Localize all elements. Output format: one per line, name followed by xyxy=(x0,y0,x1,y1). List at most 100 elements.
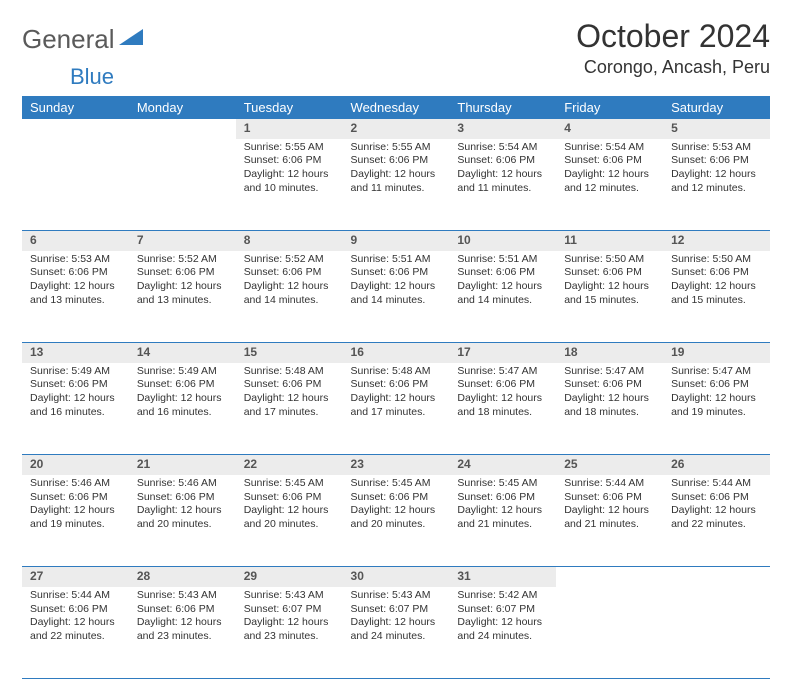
day-number-cell: 9 xyxy=(343,231,450,251)
day-content-cell: Sunrise: 5:52 AMSunset: 6:06 PMDaylight:… xyxy=(236,251,343,343)
day-content-cell: Sunrise: 5:53 AMSunset: 6:06 PMDaylight:… xyxy=(663,139,770,231)
day-details: Sunrise: 5:55 AMSunset: 6:06 PMDaylight:… xyxy=(343,139,450,200)
day-number-cell xyxy=(663,567,770,587)
daylight-line: Daylight: 12 hours and 11 minutes. xyxy=(457,168,548,195)
sunrise-line: Sunrise: 5:48 AM xyxy=(351,365,442,379)
day-details: Sunrise: 5:52 AMSunset: 6:06 PMDaylight:… xyxy=(129,251,236,312)
day-details: Sunrise: 5:53 AMSunset: 6:06 PMDaylight:… xyxy=(22,251,129,312)
day-details: Sunrise: 5:54 AMSunset: 6:06 PMDaylight:… xyxy=(556,139,663,200)
day-number-cell: 17 xyxy=(449,343,556,363)
day-content-cell: Sunrise: 5:54 AMSunset: 6:06 PMDaylight:… xyxy=(556,139,663,231)
day-content-cell: Sunrise: 5:44 AMSunset: 6:06 PMDaylight:… xyxy=(556,475,663,567)
daylight-line: Daylight: 12 hours and 10 minutes. xyxy=(244,168,335,195)
sunrise-line: Sunrise: 5:45 AM xyxy=(457,477,548,491)
day-number-row: 13141516171819 xyxy=(22,343,770,363)
weekday-header: Friday xyxy=(556,96,663,119)
day-details: Sunrise: 5:45 AMSunset: 6:06 PMDaylight:… xyxy=(449,475,556,536)
day-number-row: 20212223242526 xyxy=(22,455,770,475)
sunrise-line: Sunrise: 5:51 AM xyxy=(351,253,442,267)
day-content-cell xyxy=(129,139,236,231)
sunrise-line: Sunrise: 5:48 AM xyxy=(244,365,335,379)
sunset-line: Sunset: 6:06 PM xyxy=(671,491,762,505)
sunrise-line: Sunrise: 5:42 AM xyxy=(457,589,548,603)
daylight-line: Daylight: 12 hours and 14 minutes. xyxy=(244,280,335,307)
month-title: October 2024 xyxy=(576,18,770,55)
day-content-cell: Sunrise: 5:49 AMSunset: 6:06 PMDaylight:… xyxy=(22,363,129,455)
sunset-line: Sunset: 6:06 PM xyxy=(351,266,442,280)
day-details: Sunrise: 5:55 AMSunset: 6:06 PMDaylight:… xyxy=(236,139,343,200)
daylight-line: Daylight: 12 hours and 12 minutes. xyxy=(671,168,762,195)
day-number-cell: 20 xyxy=(22,455,129,475)
daylight-line: Daylight: 12 hours and 18 minutes. xyxy=(564,392,655,419)
day-details: Sunrise: 5:47 AMSunset: 6:06 PMDaylight:… xyxy=(449,363,556,424)
daylight-line: Daylight: 12 hours and 16 minutes. xyxy=(137,392,228,419)
day-number-cell: 16 xyxy=(343,343,450,363)
day-details: Sunrise: 5:51 AMSunset: 6:06 PMDaylight:… xyxy=(449,251,556,312)
day-details: Sunrise: 5:50 AMSunset: 6:06 PMDaylight:… xyxy=(663,251,770,312)
day-number-cell xyxy=(22,119,129,139)
calendar-body: 12345Sunrise: 5:55 AMSunset: 6:06 PMDayl… xyxy=(22,119,770,679)
day-number-cell: 26 xyxy=(663,455,770,475)
day-number-cell: 5 xyxy=(663,119,770,139)
day-number-cell: 23 xyxy=(343,455,450,475)
day-content-cell: Sunrise: 5:46 AMSunset: 6:06 PMDaylight:… xyxy=(22,475,129,567)
day-content-row: Sunrise: 5:49 AMSunset: 6:06 PMDaylight:… xyxy=(22,363,770,455)
daylight-line: Daylight: 12 hours and 23 minutes. xyxy=(244,616,335,643)
sunset-line: Sunset: 6:07 PM xyxy=(244,603,335,617)
sunset-line: Sunset: 6:07 PM xyxy=(351,603,442,617)
sunset-line: Sunset: 6:06 PM xyxy=(351,491,442,505)
daylight-line: Daylight: 12 hours and 11 minutes. xyxy=(351,168,442,195)
day-number-cell: 6 xyxy=(22,231,129,251)
daylight-line: Daylight: 12 hours and 20 minutes. xyxy=(137,504,228,531)
logo-text-blue: Blue xyxy=(70,64,792,90)
day-details: Sunrise: 5:42 AMSunset: 6:07 PMDaylight:… xyxy=(449,587,556,648)
day-number-cell: 15 xyxy=(236,343,343,363)
day-content-row: Sunrise: 5:46 AMSunset: 6:06 PMDaylight:… xyxy=(22,475,770,567)
day-number-cell: 8 xyxy=(236,231,343,251)
day-content-row: Sunrise: 5:53 AMSunset: 6:06 PMDaylight:… xyxy=(22,251,770,343)
sunset-line: Sunset: 6:06 PM xyxy=(137,266,228,280)
day-details: Sunrise: 5:43 AMSunset: 6:06 PMDaylight:… xyxy=(129,587,236,648)
sunset-line: Sunset: 6:06 PM xyxy=(457,154,548,168)
day-details: Sunrise: 5:52 AMSunset: 6:06 PMDaylight:… xyxy=(236,251,343,312)
daylight-line: Daylight: 12 hours and 15 minutes. xyxy=(671,280,762,307)
day-details: Sunrise: 5:45 AMSunset: 6:06 PMDaylight:… xyxy=(236,475,343,536)
day-content-cell: Sunrise: 5:44 AMSunset: 6:06 PMDaylight:… xyxy=(22,587,129,679)
day-content-cell: Sunrise: 5:42 AMSunset: 6:07 PMDaylight:… xyxy=(449,587,556,679)
day-number-cell: 28 xyxy=(129,567,236,587)
daylight-line: Daylight: 12 hours and 13 minutes. xyxy=(30,280,121,307)
day-number-cell: 29 xyxy=(236,567,343,587)
sunrise-line: Sunrise: 5:43 AM xyxy=(351,589,442,603)
daylight-line: Daylight: 12 hours and 17 minutes. xyxy=(351,392,442,419)
day-number-cell: 4 xyxy=(556,119,663,139)
calendar-table: Sunday Monday Tuesday Wednesday Thursday… xyxy=(22,96,770,679)
day-content-cell: Sunrise: 5:55 AMSunset: 6:06 PMDaylight:… xyxy=(236,139,343,231)
sunrise-line: Sunrise: 5:52 AM xyxy=(244,253,335,267)
daylight-line: Daylight: 12 hours and 12 minutes. xyxy=(564,168,655,195)
day-content-cell: Sunrise: 5:45 AMSunset: 6:06 PMDaylight:… xyxy=(449,475,556,567)
day-number-cell: 31 xyxy=(449,567,556,587)
sunset-line: Sunset: 6:06 PM xyxy=(137,378,228,392)
day-number-cell: 18 xyxy=(556,343,663,363)
weekday-header: Monday xyxy=(129,96,236,119)
daylight-line: Daylight: 12 hours and 17 minutes. xyxy=(244,392,335,419)
daylight-line: Daylight: 12 hours and 21 minutes. xyxy=(564,504,655,531)
sunrise-line: Sunrise: 5:51 AM xyxy=(457,253,548,267)
day-content-row: Sunrise: 5:55 AMSunset: 6:06 PMDaylight:… xyxy=(22,139,770,231)
sunset-line: Sunset: 6:06 PM xyxy=(351,154,442,168)
sunrise-line: Sunrise: 5:46 AM xyxy=(30,477,121,491)
day-content-cell: Sunrise: 5:52 AMSunset: 6:06 PMDaylight:… xyxy=(129,251,236,343)
day-details: Sunrise: 5:51 AMSunset: 6:06 PMDaylight:… xyxy=(343,251,450,312)
sunset-line: Sunset: 6:06 PM xyxy=(671,378,762,392)
sunset-line: Sunset: 6:06 PM xyxy=(137,491,228,505)
day-content-cell: Sunrise: 5:55 AMSunset: 6:06 PMDaylight:… xyxy=(343,139,450,231)
sunset-line: Sunset: 6:06 PM xyxy=(351,378,442,392)
day-number-row: 12345 xyxy=(22,119,770,139)
day-details: Sunrise: 5:54 AMSunset: 6:06 PMDaylight:… xyxy=(449,139,556,200)
day-details: Sunrise: 5:50 AMSunset: 6:06 PMDaylight:… xyxy=(556,251,663,312)
sunrise-line: Sunrise: 5:55 AM xyxy=(351,141,442,155)
weekday-header: Wednesday xyxy=(343,96,450,119)
day-content-cell: Sunrise: 5:43 AMSunset: 6:06 PMDaylight:… xyxy=(129,587,236,679)
day-details: Sunrise: 5:43 AMSunset: 6:07 PMDaylight:… xyxy=(236,587,343,648)
sunrise-line: Sunrise: 5:49 AM xyxy=(137,365,228,379)
